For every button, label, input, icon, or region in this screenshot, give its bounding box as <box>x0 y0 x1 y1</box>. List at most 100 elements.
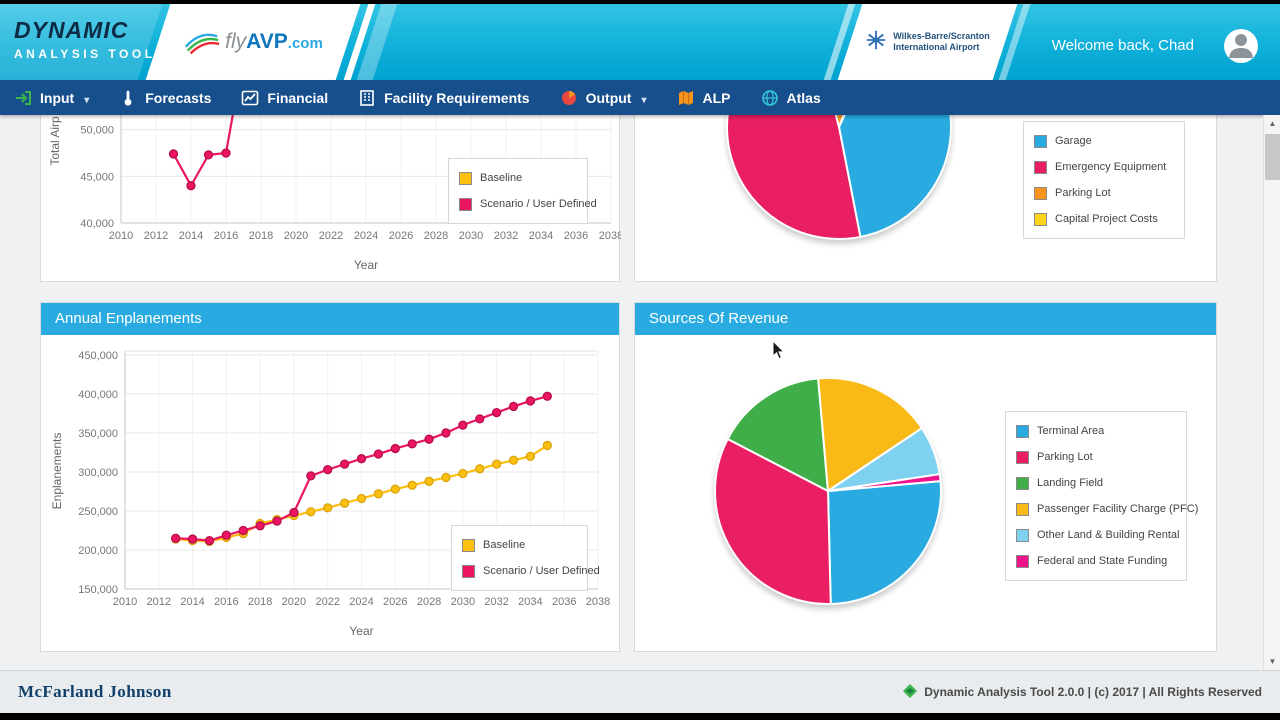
app-logo: DYNAMIC ANALYSIS TOOL <box>14 17 156 61</box>
welcome-message: Welcome back, Chad <box>1051 37 1194 54</box>
nav-label: Facility Requirements <box>384 89 530 106</box>
brand-com: .com <box>287 35 323 52</box>
svg-text:2038: 2038 <box>599 230 621 242</box>
input-icon <box>14 89 32 107</box>
legend-swatch <box>1016 450 1029 464</box>
scrollbar-thumb[interactable] <box>1265 134 1280 180</box>
svg-text:2018: 2018 <box>249 230 273 242</box>
airport-logo-panel: Wilkes-Barre/Scranton International Airp… <box>834 4 1021 80</box>
legend-label: Baseline <box>483 539 526 551</box>
svg-text:400,000: 400,000 <box>78 389 118 401</box>
legend-label: Parking Lot <box>1055 187 1111 199</box>
copyright-text: Dynamic Analysis Tool 2.0.0 | (c) 2017 |… <box>924 685 1262 699</box>
legend-label: Scenario / User Defined <box>483 565 600 577</box>
chevron-down-icon <box>82 90 89 106</box>
nav-item-financial[interactable]: Financial <box>241 89 328 107</box>
nav-item-forecasts[interactable]: Forecasts <box>119 89 211 107</box>
annual-enplanements-panel: Annual Enplanements 150,000 200,000 250,00… <box>40 302 620 652</box>
nav-item-atlas[interactable]: Atlas <box>761 89 821 107</box>
legend-swatch <box>1034 134 1047 148</box>
svg-text:350,000: 350,000 <box>78 428 118 440</box>
svg-text:2010: 2010 <box>109 230 133 242</box>
line-chart-icon <box>241 89 259 107</box>
svg-text:Enplanements: Enplanements <box>50 433 64 510</box>
legend-label: Passenger Facility Charge (PFC) <box>1037 503 1199 515</box>
panel-title: Sources Of Revenue <box>635 303 1216 335</box>
person-icon <box>1224 29 1258 63</box>
svg-text:300,000: 300,000 <box>78 467 118 479</box>
legend-label: Parking Lot <box>1037 451 1093 463</box>
annual-enplanements-chart: 150,000 200,000 250,000 300,000 350,000 400,0… <box>50 350 610 638</box>
svg-text:2038: 2038 <box>586 596 610 608</box>
thermometer-icon <box>119 89 137 107</box>
app-title-line1: DYNAMIC <box>14 17 129 43</box>
legend-swatch <box>462 564 475 578</box>
flyavp-logo[interactable]: flyAVP.com <box>183 27 323 57</box>
company-logo: McFarland Johnson <box>18 682 172 701</box>
svg-text:150,000: 150,000 <box>78 584 118 596</box>
svg-text:2024: 2024 <box>354 230 378 242</box>
svg-text:2028: 2028 <box>417 596 441 608</box>
user-avatar[interactable] <box>1224 29 1258 63</box>
total-operations-panel: 40,000 45,000 50,000 2010 2012 2014 2016 2018 20… <box>40 115 621 282</box>
legend-label: Capital Project Costs <box>1055 213 1158 225</box>
capital-costs-panel: Garage Emergency Equipment Parking Lot C… <box>634 115 1217 282</box>
svg-text:2016: 2016 <box>214 596 238 608</box>
vertical-scrollbar[interactable] <box>1263 115 1280 670</box>
legend-label: Scenario / User Defined <box>480 198 597 210</box>
nav-item-input[interactable]: Input <box>14 89 89 107</box>
svg-text:2032: 2032 <box>484 596 508 608</box>
app-header: flyAVP.com Wilkes-Barre/Scranton I <box>0 4 1280 80</box>
svg-text:45,000: 45,000 <box>80 171 114 183</box>
scroll-up-button[interactable] <box>1264 115 1280 132</box>
svg-text:2024: 2024 <box>349 596 373 608</box>
svg-text:2014: 2014 <box>179 230 203 242</box>
nav-item-facility-requirements[interactable]: Facility Requirements <box>358 89 530 107</box>
app-footer: McFarland Johnson Dynamic Analysis Tool … <box>0 670 1280 713</box>
legend-swatch <box>462 538 475 552</box>
app-title-line2: ANALYSIS TOOL <box>14 47 156 61</box>
legend-swatch <box>1016 476 1029 490</box>
nav-label: Financial <box>267 89 329 106</box>
legend-label: Garage <box>1055 135 1092 147</box>
svg-text:200,000: 200,000 <box>78 545 118 557</box>
svg-text:2026: 2026 <box>383 596 407 608</box>
globe-icon <box>761 89 779 107</box>
legend-label: Terminal Area <box>1037 425 1105 437</box>
airport-name-line1: Wilkes-Barre/Scranton <box>893 31 990 41</box>
svg-text:Total Airp: Total Airp <box>48 116 62 166</box>
scroll-down-button[interactable] <box>1264 653 1280 670</box>
airport-name-line2: International Airport <box>893 42 980 52</box>
legend-swatch <box>459 171 472 185</box>
svg-text:2020: 2020 <box>284 230 308 242</box>
nav-label: ALP <box>702 89 731 106</box>
svg-text:2028: 2028 <box>424 230 448 242</box>
map-icon <box>677 89 695 107</box>
brand-avp: AVP <box>246 30 288 53</box>
legend-swatch <box>1034 160 1047 174</box>
svg-text:2026: 2026 <box>389 230 413 242</box>
legend-swatch <box>459 197 472 211</box>
revenue-sources-panel: Sources Of Revenue Terminal Area Parking… <box>634 302 1217 652</box>
svg-text:2032: 2032 <box>494 230 518 242</box>
svg-text:2036: 2036 <box>564 230 588 242</box>
annual-enplanements-legend: Baseline Scenario / User Defined <box>451 525 600 591</box>
nav-item-output[interactable]: Output <box>560 89 647 107</box>
svg-text:2018: 2018 <box>248 596 272 608</box>
pie-chart-icon <box>560 89 578 107</box>
legend-label: Landing Field <box>1037 477 1104 489</box>
svg-text:2030: 2030 <box>451 596 475 608</box>
svg-text:2016: 2016 <box>214 230 238 242</box>
main-nav: Input Forecasts Financial Facility Requi… <box>0 80 1280 115</box>
capital-costs-pie-chart <box>726 115 952 240</box>
revenue-sources-pie-chart <box>714 377 942 605</box>
building-icon <box>358 89 376 107</box>
revenue-sources-legend: Terminal Area Parking Lot Landing Field … <box>1005 411 1198 581</box>
legend-swatch <box>1034 186 1047 200</box>
legend-swatch <box>1016 424 1029 438</box>
nav-item-alp[interactable]: ALP <box>677 89 731 107</box>
nav-label: Input <box>40 89 75 106</box>
svg-text:Year: Year <box>354 258 378 272</box>
chevron-down-icon <box>639 90 646 106</box>
